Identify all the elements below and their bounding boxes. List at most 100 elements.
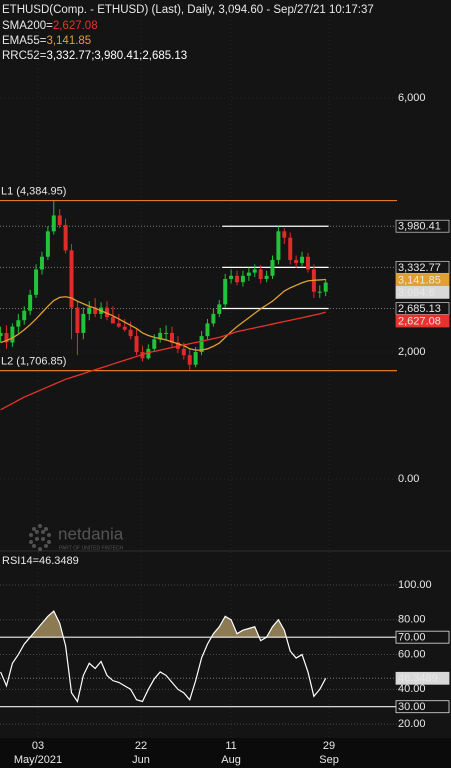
- watermark: netdania PART OF UNITED FINTECH: [29, 524, 124, 551]
- candle: [246, 267, 251, 281]
- rsi-tick-label: 80.00: [398, 614, 426, 626]
- candle-body: [211, 313, 216, 324]
- x-tick-label: 29: [323, 740, 335, 752]
- candle: [128, 321, 133, 340]
- candle: [134, 327, 139, 356]
- candle: [69, 244, 74, 340]
- value-tag-box: [395, 671, 450, 685]
- value-tag: 3,094.6: [395, 285, 450, 299]
- candle-body: [252, 269, 257, 273]
- candle: [81, 307, 86, 340]
- x-tick-month: Jun: [132, 754, 150, 766]
- candle: [51, 200, 56, 235]
- candle: [258, 264, 263, 284]
- indicator-value: 3,141.85: [46, 35, 91, 47]
- candle-body: [164, 332, 169, 334]
- indicator-label: RRC52=: [2, 50, 47, 62]
- level-label: L1 (4,384.95): [1, 185, 66, 197]
- candle: [305, 252, 310, 273]
- indicator-line: EMA55=3,141.85: [2, 35, 91, 47]
- indicator-label: EMA55=: [2, 35, 47, 47]
- candle-body: [276, 231, 281, 260]
- candle: [235, 270, 240, 286]
- candle: [317, 285, 322, 299]
- candle: [0, 326, 3, 343]
- candle: [39, 251, 44, 275]
- candle-body: [122, 326, 127, 330]
- candle: [323, 278, 328, 297]
- candle: [63, 218, 68, 254]
- candle-body: [258, 269, 263, 279]
- value-tag: 2,685.13: [395, 302, 450, 315]
- candle: [10, 323, 15, 347]
- candle-body: [217, 304, 222, 314]
- candle-body: [317, 291, 322, 293]
- overlay-line: [0, 311, 326, 411]
- candle-body: [81, 313, 86, 333]
- watermark-tagline: PART OF UNITED FINTECH: [59, 545, 124, 551]
- candle: [16, 313, 21, 333]
- value-tag: 3,141.85: [395, 273, 450, 287]
- candle-body: [104, 307, 109, 318]
- indicator-label: SMA200=: [2, 20, 53, 32]
- indicator-value: 2,627.08: [53, 20, 98, 32]
- candle-body: [305, 256, 310, 270]
- value-tag-label: 70.00: [398, 632, 426, 644]
- candle-body: [282, 231, 287, 238]
- candle-body: [93, 307, 98, 314]
- candle: [170, 326, 175, 347]
- rsi-overbought-area: [30, 611, 287, 638]
- candle-body: [16, 320, 21, 327]
- candle: [4, 325, 9, 349]
- candle-body: [134, 336, 139, 352]
- indicator-line: RRC52=3,332.77;3,980.41;2,685.13: [2, 50, 187, 62]
- candle: [270, 255, 275, 279]
- watermark-brand: netdania: [58, 524, 124, 543]
- candle-body: [110, 317, 115, 324]
- x-tick-month: May/2021: [14, 754, 62, 766]
- rsi-tick-label: 20.00: [398, 718, 426, 730]
- candle-body: [193, 351, 198, 365]
- candle: [282, 228, 287, 245]
- candle-body: [288, 237, 293, 260]
- value-tag-label: 46.3489: [398, 673, 438, 685]
- candle: [104, 301, 109, 321]
- candle-body: [63, 224, 68, 251]
- level-label: L2 (1,706.85): [1, 356, 66, 368]
- candle-body: [205, 323, 210, 337]
- candle-body: [10, 326, 15, 343]
- value-tag-box: [395, 302, 450, 315]
- candle: [217, 299, 222, 318]
- candle: [276, 226, 281, 265]
- y-tick-label: 6,000: [398, 92, 426, 104]
- candle-body: [323, 282, 328, 292]
- candle: [223, 273, 228, 308]
- candle: [199, 331, 204, 356]
- y-tick-label: 0.00: [398, 473, 419, 485]
- rsi-title: RSI14=46.3489: [2, 555, 79, 567]
- candle-body: [187, 355, 192, 365]
- value-tag-box: [395, 260, 450, 274]
- candle: [45, 226, 50, 260]
- candle: [28, 289, 33, 316]
- rsi-tick-label: 100.00: [398, 579, 432, 591]
- overlay-line: [0, 278, 326, 351]
- candle-body: [69, 250, 74, 308]
- candle-body: [235, 275, 240, 283]
- candle-body: [0, 332, 3, 337]
- candle-body: [39, 256, 44, 270]
- candle-body: [22, 310, 27, 321]
- candle: [116, 313, 121, 328]
- value-tag-box: [395, 273, 450, 287]
- candle: [75, 301, 80, 356]
- x-tick-label: 11: [225, 740, 236, 752]
- value-tag: 3,332.77: [395, 260, 450, 274]
- candle: [110, 306, 115, 324]
- candle-body: [199, 336, 204, 352]
- x-tick-month: Aug: [221, 754, 241, 766]
- rsi-tick-label: 40.00: [398, 683, 426, 695]
- candle-body: [229, 275, 234, 279]
- candle-body: [300, 256, 305, 264]
- candle: [205, 318, 210, 340]
- candle: [300, 251, 305, 267]
